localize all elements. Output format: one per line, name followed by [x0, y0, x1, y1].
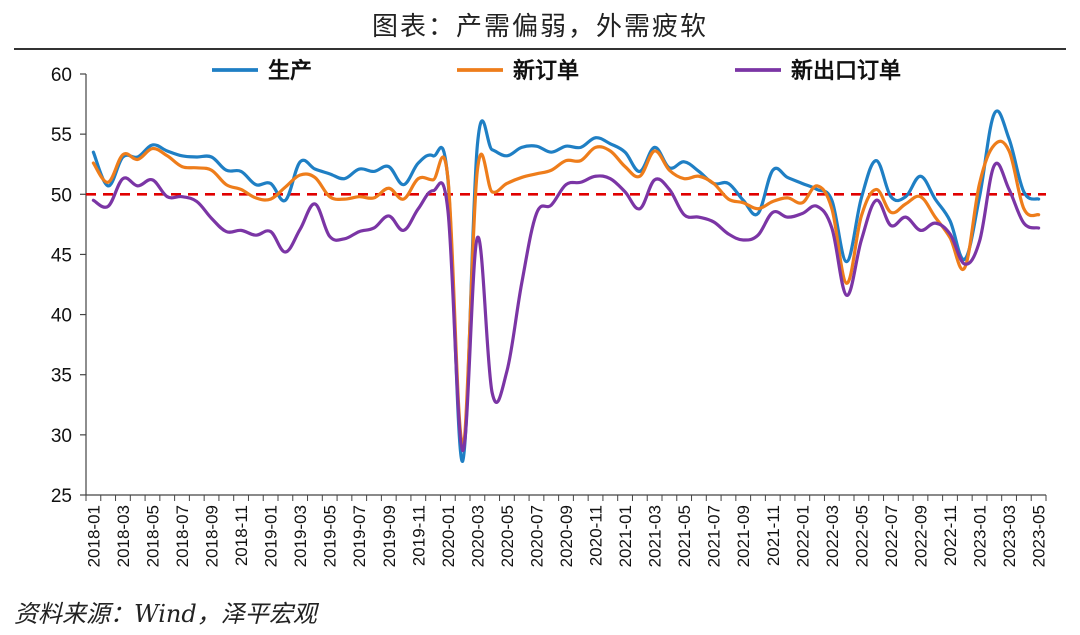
series-line-new_orders [91, 139, 1041, 445]
x-tick-label: 2019-03 [291, 505, 310, 567]
x-tick-label: 2022-03 [823, 505, 842, 567]
y-tick-label: 45 [51, 245, 72, 266]
chart-title: 图表：产需偏弱，外需疲软 [371, 12, 708, 42]
x-tick-label: 2023-01 [971, 505, 990, 567]
legend-label-production: 生产 [268, 59, 312, 84]
legend: 生产 新订单 新出口订单 [212, 58, 901, 84]
x-tick-label: 2018-09 [203, 505, 222, 567]
x-tick-label: 2021-01 [616, 505, 635, 567]
x-tick-label: 2019-11 [409, 505, 428, 566]
x-tick-label: 2022-05 [852, 505, 871, 567]
x-tick-label: 2020-07 [527, 505, 546, 567]
x-tick-label: 2018-03 [114, 505, 133, 567]
x-tick-label: 2018-07 [173, 505, 192, 567]
y-tick-label: 50 [51, 185, 72, 206]
x-tick-label: 2019-01 [262, 505, 281, 567]
x-tick-label: 2018-05 [143, 505, 162, 567]
x-tick-label: 2021-05 [675, 505, 694, 567]
series-line-export_orders [91, 161, 1041, 453]
series-line-production [91, 109, 1041, 463]
legend-label-new_orders: 新订单 [513, 58, 579, 84]
y-tick-label: 25 [51, 486, 72, 507]
x-tick-label: 2020-09 [557, 505, 576, 567]
x-tick-label: 2019-05 [321, 505, 340, 567]
legend-label-export_orders: 新出口订单 [791, 58, 901, 84]
x-tick-label: 2022-11 [941, 505, 960, 566]
x-tick-label: 2020-01 [439, 505, 458, 567]
y-tick-label: 30 [51, 426, 72, 447]
chart-axes: 25 30 35 40 45 50 55 60 2018-01 2018-03 2018-05 201… [51, 65, 1049, 567]
y-tick-label: 35 [51, 366, 72, 387]
y-tick-label: 55 [51, 125, 72, 146]
y-tick-label: 40 [51, 306, 72, 327]
x-tick-label: 2021-03 [646, 505, 665, 567]
x-tick-label: 2022-09 [911, 505, 930, 567]
x-tick-label: 2020-03 [468, 505, 487, 567]
y-tick-label: 60 [51, 65, 72, 86]
series-lines [91, 109, 1041, 463]
x-tick-label: 2019-07 [350, 505, 369, 567]
x-tick-label: 2023-05 [1030, 505, 1049, 567]
x-tick-label: 2022-01 [793, 505, 812, 567]
x-tick-label: 2020-11 [587, 505, 606, 566]
x-tick-label: 2020-05 [498, 505, 517, 567]
x-tick-label: 2021-11 [764, 505, 783, 566]
title-divider [14, 48, 1066, 50]
x-tick-label: 2023-03 [1000, 505, 1019, 567]
x-tick-label: 2021-09 [734, 505, 753, 567]
x-tick-label: 2021-07 [705, 505, 724, 567]
x-tick-label: 2018-01 [84, 505, 103, 567]
source-note: 资料来源：Wind，泽平宏观 [14, 600, 317, 628]
x-tick-label: 2022-07 [882, 505, 901, 567]
x-tick-label: 2018-11 [232, 505, 251, 566]
x-tick-label: 2019-09 [380, 505, 399, 567]
